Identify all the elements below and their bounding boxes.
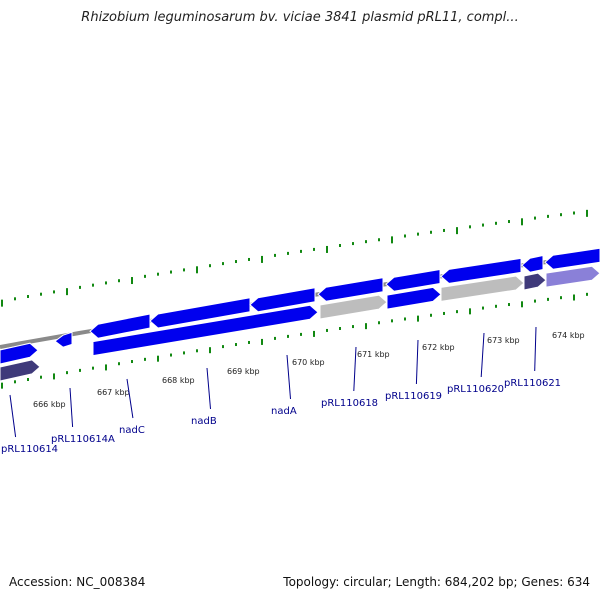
gene-feature[interactable] [385, 268, 441, 292]
gene-feature[interactable] [317, 277, 384, 302]
gene-label[interactable]: pRL110621 [504, 378, 561, 389]
gc-skew-track [1, 209, 588, 389]
gene-label[interactable]: pRL110620 [447, 384, 504, 395]
gene-leader-line [480, 332, 485, 378]
gene-leader-line [206, 367, 211, 410]
gene-label[interactable]: pRL110614 [1, 444, 58, 455]
gene-feature[interactable] [149, 297, 251, 329]
scale-tick-label: 670 kbp [292, 358, 325, 367]
gene-label[interactable]: pRL110614A [51, 434, 115, 445]
gene-leader-line [9, 394, 17, 438]
scale-tick-label: 669 kbp [227, 367, 260, 376]
gene-label[interactable]: nadB [191, 416, 217, 427]
scale-labels: 666 kbp 667 kbp 668 kbp 669 kbp 670 kbp 671 k… [33, 331, 585, 409]
gene-feature[interactable] [545, 265, 600, 288]
scale-tick-label: 668 kbp [162, 376, 195, 385]
gene-label[interactable]: pRL110619 [385, 391, 442, 402]
gene-leader-line [286, 354, 291, 400]
gene-feature[interactable] [319, 294, 388, 320]
gene-feature[interactable] [0, 342, 39, 365]
gene-feature[interactable] [440, 257, 522, 284]
gene-feature[interactable] [523, 272, 547, 291]
gene-feature[interactable] [521, 254, 544, 273]
gene-feature[interactable] [92, 304, 319, 357]
gene-leader-line [415, 339, 419, 385]
gene-feature[interactable] [0, 359, 41, 382]
gene-feature[interactable] [544, 247, 600, 270]
map-title: Rhizobium leguminosarum bv. viciae 3841 … [81, 10, 519, 25]
gene-feature[interactable] [89, 313, 151, 339]
scale-tick-label: 667 kbp [97, 388, 130, 397]
gene-feature[interactable] [249, 287, 316, 313]
scale-tick-label: 673 kbp [487, 336, 520, 345]
gene-leader-line [534, 326, 537, 372]
gene-leader-line [126, 378, 134, 419]
gene-label[interactable]: nadA [271, 406, 297, 417]
gene-leader-line [69, 387, 74, 428]
gene-feature[interactable] [54, 331, 73, 348]
gene-leader-line [353, 346, 357, 392]
scale-tick-label: 672 kbp [422, 343, 455, 352]
accession-text: Accession: NC_008384 [9, 575, 146, 589]
gene-feature[interactable] [440, 275, 525, 302]
gene-feature[interactable] [386, 286, 442, 310]
topology-summary: Topology: circular; Length: 684,202 bp; … [283, 575, 590, 589]
scale-tick-label: 671 kbp [357, 350, 390, 359]
scale-tick-label: 666 kbp [33, 400, 66, 409]
gene-label[interactable]: nadC [119, 425, 145, 436]
scale-tick-label: 674 kbp [552, 331, 585, 340]
gene-label[interactable]: pRL110618 [321, 398, 378, 409]
gene-features[interactable] [0, 247, 600, 382]
